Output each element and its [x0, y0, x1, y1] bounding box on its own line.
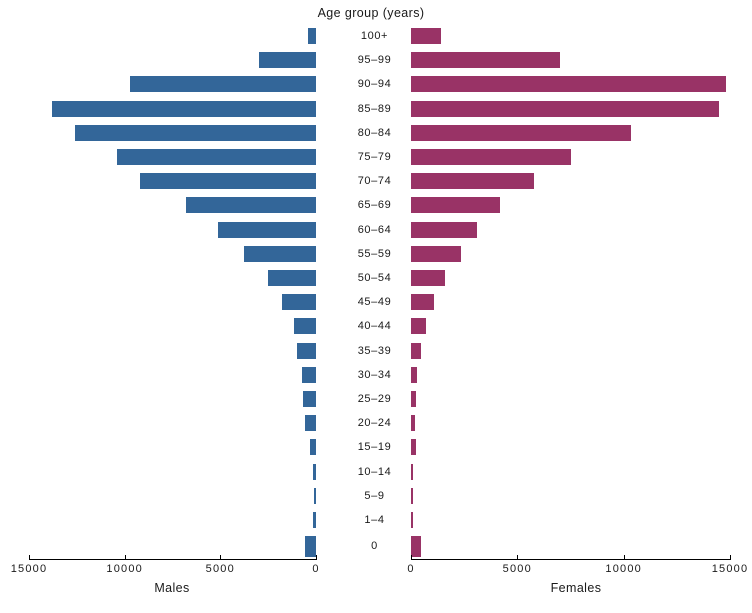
age-group-label: 80–84 — [357, 126, 392, 139]
female-bar — [411, 487, 413, 504]
age-group-label: 100+ — [360, 30, 389, 42]
female-bar — [411, 415, 415, 432]
female-bar — [411, 149, 571, 165]
male-bar — [218, 221, 316, 238]
age-group-label: 40–44 — [357, 320, 392, 333]
axis-tick — [316, 555, 317, 559]
female-bar — [411, 536, 421, 558]
age-group-label: 25–29 — [357, 393, 392, 405]
male-bar — [244, 245, 317, 262]
age-group-axis-title: Age group (years) — [317, 6, 425, 20]
age-group-label: 65–69 — [357, 199, 392, 212]
female-bar — [411, 294, 434, 311]
female-bar — [411, 76, 726, 93]
females-axis-line — [411, 559, 731, 560]
females-axis-title: Females — [550, 581, 602, 595]
male-bar — [294, 318, 316, 335]
male-bar — [301, 366, 316, 383]
male-bar — [52, 100, 316, 117]
age-group-label: 30–34 — [357, 368, 392, 381]
males-axis-line — [29, 559, 317, 560]
age-group-label: 95–99 — [357, 54, 392, 67]
female-bar — [411, 318, 426, 335]
male-bar — [309, 439, 316, 456]
female-bar — [411, 100, 720, 117]
male-bar — [74, 124, 316, 141]
female-bar — [411, 173, 535, 190]
axis-tick-label: 0 — [312, 563, 320, 575]
age-group-label: 70–74 — [357, 175, 392, 188]
male-bar — [130, 76, 316, 93]
female-bar — [411, 245, 461, 262]
axis-tick-label: 5000 — [502, 563, 532, 575]
male-bar — [308, 28, 316, 44]
female-bar — [411, 197, 501, 214]
age-group-label: 0 — [371, 540, 378, 553]
male-bar — [140, 173, 316, 190]
female-bar — [411, 391, 416, 407]
female-bar — [411, 52, 560, 69]
female-bar — [411, 270, 445, 286]
male-bar — [281, 294, 316, 311]
males-axis-title: Males — [154, 581, 190, 595]
axis-tick-label: 10000 — [605, 563, 642, 575]
age-group-label: 55–59 — [357, 247, 392, 260]
axis-tick-label: 15000 — [711, 563, 749, 575]
male-bar — [313, 512, 316, 528]
age-group-label: 15–19 — [357, 441, 392, 454]
axis-tick — [411, 555, 412, 559]
age-group-label: 5–9 — [364, 489, 385, 502]
male-bar — [314, 487, 316, 504]
male-bar — [268, 270, 316, 286]
axis-tick — [220, 555, 222, 559]
axis-tick-label: 5000 — [205, 563, 235, 575]
female-bar — [411, 28, 441, 44]
axis-tick — [623, 555, 625, 559]
axis-tick — [29, 555, 30, 559]
age-group-label: 45–49 — [357, 296, 392, 309]
axis-tick — [517, 555, 519, 559]
female-bar — [411, 512, 413, 528]
male-bar — [117, 149, 316, 165]
axis-tick-label: 0 — [407, 563, 415, 575]
female-bar — [411, 463, 413, 480]
male-bar — [258, 52, 316, 69]
female-bar — [411, 366, 417, 383]
male-bar — [304, 415, 316, 432]
age-group-label: 35–39 — [357, 344, 392, 357]
axis-tick-label: 10000 — [106, 563, 143, 575]
male-bar — [185, 197, 316, 214]
age-group-label: 90–94 — [357, 78, 392, 91]
age-group-label: 20–24 — [357, 417, 392, 430]
age-group-label: 85–89 — [357, 102, 392, 115]
male-bar — [313, 463, 316, 480]
male-bar — [305, 536, 316, 558]
female-bar — [411, 221, 477, 238]
age-group-label: 75–79 — [357, 151, 392, 163]
axis-tick — [730, 555, 731, 559]
axis-tick — [124, 555, 126, 559]
female-bar — [411, 439, 416, 456]
female-bar — [411, 124, 632, 141]
male-bar — [303, 391, 316, 407]
age-group-label: 60–64 — [357, 223, 392, 236]
age-group-label: 1–4 — [364, 514, 385, 526]
axis-tick-label: 15000 — [10, 563, 48, 575]
female-bar — [411, 342, 421, 359]
male-bar — [296, 342, 316, 359]
age-group-label: 10–14 — [357, 465, 392, 478]
age-group-label: 50–54 — [357, 272, 392, 284]
